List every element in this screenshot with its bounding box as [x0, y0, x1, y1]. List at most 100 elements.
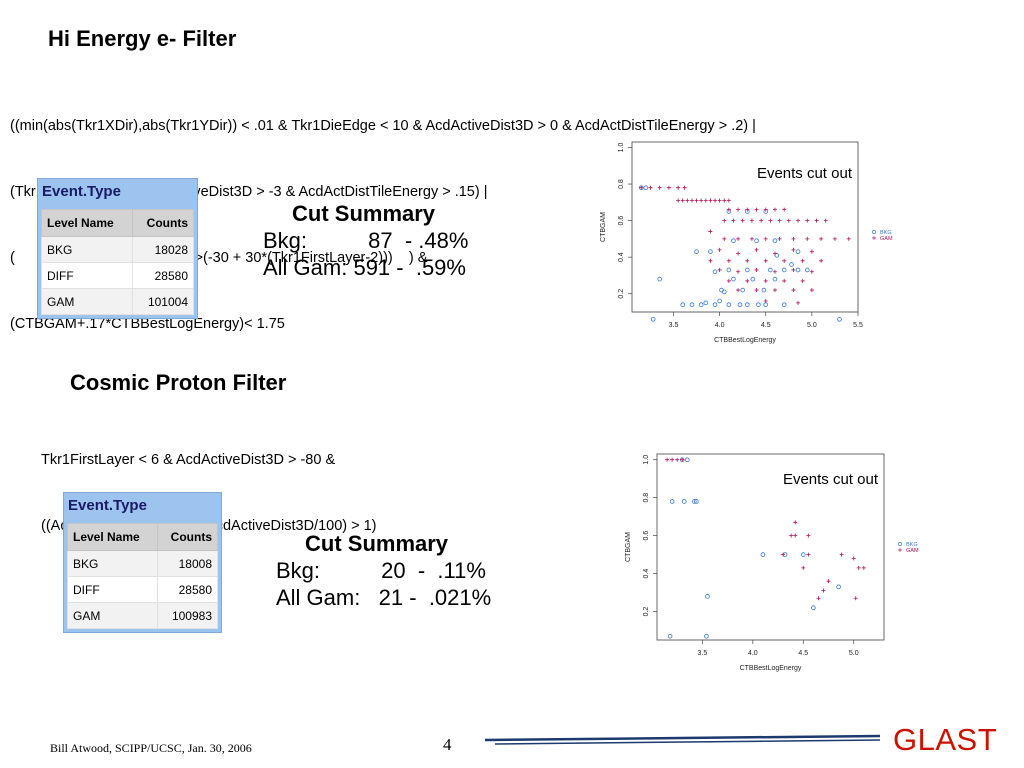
data-point-gam [726, 207, 731, 212]
count-cell: 100983 [156, 602, 219, 629]
data-point-bkg [756, 302, 761, 307]
data-point-gam [782, 207, 787, 212]
data-point-gam [703, 198, 708, 203]
data-point-gam [800, 258, 805, 263]
legend-label: GAM [880, 236, 893, 242]
data-point-gam [805, 236, 810, 241]
data-point-gam [713, 198, 718, 203]
data-point-bkg [804, 267, 810, 273]
legend-label: BKG [906, 542, 918, 548]
data-point-gam [772, 288, 777, 293]
data-point-gam [736, 207, 741, 212]
data-point-bkg [811, 605, 816, 611]
data-point-gam [717, 247, 722, 252]
data-point-bkg [761, 287, 767, 293]
legend-label: GAM [906, 548, 919, 554]
legend-marker-bkg [898, 542, 902, 546]
data-point-bkg [789, 262, 794, 267]
x-tick-label: 5.0 [807, 322, 817, 329]
data-point-gam [754, 288, 759, 293]
data-point-bkg [800, 552, 806, 557]
data-point-bkg [750, 276, 756, 282]
data-point-gam [851, 556, 856, 561]
data-point-gam [819, 258, 824, 263]
data-point-gam [782, 258, 787, 263]
data-point-bkg [650, 317, 656, 322]
data-point-gam [796, 218, 801, 223]
data-point-gam [821, 588, 826, 593]
data-point-bkg [708, 249, 713, 254]
data-point-bkg [681, 499, 687, 504]
data-point-gam [789, 533, 794, 538]
plot-frame [656, 453, 885, 641]
expr-line: (CTBGAM+.17*CTBBestLogEnergy)< 1.75 [10, 316, 285, 332]
data-point-gam [745, 278, 750, 283]
data-point-gam [806, 533, 811, 538]
cut-summary-bkg: Bkg: 87 - .48% [263, 228, 469, 253]
data-point-gam [793, 533, 798, 538]
data-point-bkg [717, 298, 722, 304]
data-point-gam [736, 269, 741, 274]
data-point-gam [680, 198, 685, 203]
data-point-gam [731, 218, 736, 223]
table-row: BKG 18008 [67, 550, 219, 577]
y-tick-label: 0.6 [618, 216, 625, 226]
data-point-gam [801, 565, 806, 570]
data-point-gam [839, 552, 844, 557]
x-tick-label: 3.5 [669, 322, 679, 329]
data-point-bkg [689, 302, 695, 307]
data-point-gam [722, 218, 727, 223]
x-tick-label: 5.0 [849, 650, 859, 657]
data-point-bkg [694, 499, 699, 504]
data-point-bkg [768, 267, 773, 273]
column-header: Counts [156, 523, 219, 551]
data-point-gam [826, 579, 831, 584]
data-point-gam [763, 299, 768, 304]
plot-frame [631, 141, 859, 313]
y-tick-label: 1.0 [618, 143, 625, 153]
data-point-gam [781, 552, 786, 557]
x-tick-label: 5.5 [853, 322, 863, 329]
data-point-gam [676, 185, 681, 190]
data-point-gam [772, 207, 777, 212]
footer-author: Bill Atwood, SCIPP/UCSC, Jan. 30, 2006 [50, 741, 252, 755]
cut-summary-title: Cut Summary [292, 201, 436, 226]
cut-summary-bkg: Bkg: 20 - .11% [276, 558, 486, 583]
cut-summary-2: Cut Summary Bkg: 20 - .11% All Gam: 21 -… [276, 530, 556, 611]
data-point-bkg [781, 302, 787, 307]
data-point-gam [675, 457, 680, 462]
x-tick-label: 4.5 [761, 322, 771, 329]
data-point-gam [786, 218, 791, 223]
event-counts-table: Level Name Counts BKG 18008 DIFF 28580 G… [67, 523, 219, 629]
legend-marker-gam [898, 548, 902, 552]
x-tick-label: 3.5 [698, 650, 708, 657]
level-name-cell: DIFF [67, 576, 158, 603]
data-point-gam [809, 269, 814, 274]
data-point-bkg [719, 287, 724, 293]
data-point-gam [777, 218, 782, 223]
table-title: Event.Type [68, 497, 147, 514]
data-point-bkg [692, 499, 697, 504]
data-point-gam [682, 185, 687, 190]
data-point-gam [782, 278, 787, 283]
count-cell: 28580 [131, 262, 195, 289]
data-point-gam [754, 247, 759, 252]
expr-line: ((min(abs(Tkr1XDir),abs(Tkr1YDir)) < .01… [10, 118, 756, 134]
x-axis-label: CTBBestLogEnergy [740, 665, 802, 672]
cut-summary-gam: All Gam: 21 - .021% [276, 585, 492, 610]
data-point-gam [639, 185, 644, 190]
data-point-gam [763, 207, 768, 212]
data-point-gam [666, 185, 671, 190]
count-cell: 18028 [131, 236, 195, 263]
data-point-bkg [772, 238, 778, 244]
data-point-gam [670, 457, 675, 462]
data-point-bkg [657, 276, 662, 282]
data-point-bkg [745, 267, 750, 273]
data-point-bkg [772, 276, 778, 282]
data-point-gam [816, 596, 821, 601]
data-point-bkg [703, 300, 709, 306]
data-point-gam [806, 552, 811, 557]
data-point-bkg [705, 594, 710, 599]
data-point-bkg [731, 276, 736, 282]
data-point-gam [745, 207, 750, 212]
